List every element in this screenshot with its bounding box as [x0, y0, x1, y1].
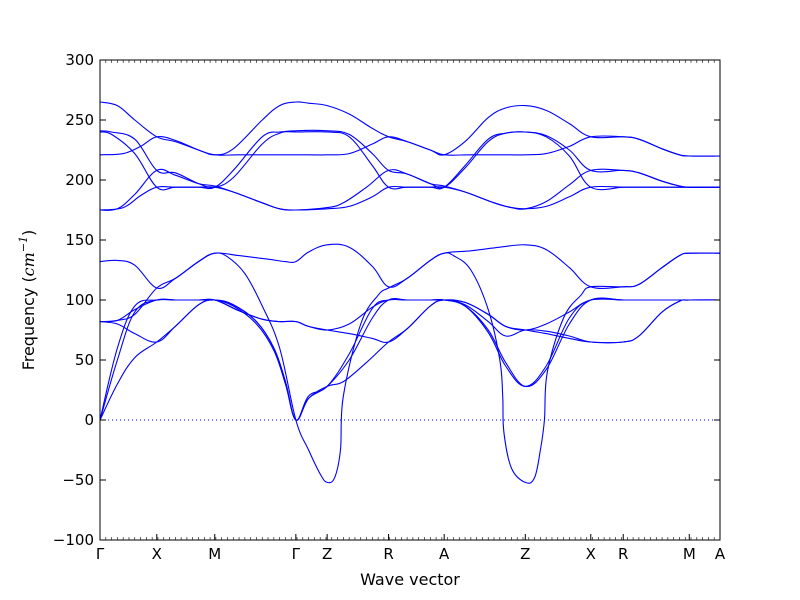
band-line-11 — [100, 299, 720, 421]
y-axis-label-close: ) — [19, 230, 38, 236]
y-axis-label-unit: cm — [19, 252, 38, 276]
y-tick-label: 150 — [65, 231, 94, 249]
band-line-7 — [100, 243, 720, 290]
band-line-9 — [100, 297, 720, 421]
y-tick-label: 250 — [65, 111, 94, 129]
band-line-5 — [100, 185, 720, 211]
x-tick-label: Γ — [96, 545, 105, 563]
y-axis-label-exponent: −1 — [17, 236, 30, 252]
y-tick-label: 300 — [65, 51, 94, 69]
x-tick-label: A — [715, 545, 726, 563]
x-tick-label: M — [208, 545, 221, 563]
y-axis-ticks: −100 −50 0 50 100 150 200 250 300 — [53, 51, 720, 549]
y-axis-label-main: Frequency — [19, 288, 38, 371]
y-tick-label: 100 — [65, 291, 94, 309]
y-tick-label: −50 — [62, 471, 94, 489]
x-tick-label: Z — [322, 545, 332, 563]
x-tick-label: R — [618, 545, 628, 563]
band-line-13 — [100, 298, 720, 344]
y-axis-label-open: ( — [19, 276, 38, 287]
x-tick-label: X — [586, 545, 596, 563]
y-tick-label: 0 — [84, 411, 94, 429]
y-tick-label: 200 — [65, 171, 94, 189]
x-tick-label: Γ — [292, 545, 301, 563]
band-lines — [100, 101, 720, 484]
band-line-6 — [100, 168, 720, 211]
y-tick-label: −100 — [53, 531, 94, 549]
band-line-8 — [100, 252, 720, 484]
x-tick-label: Z — [520, 545, 530, 563]
x-tick-label: R — [383, 545, 393, 563]
y-axis-label: Frequency (cm−1) — [17, 230, 38, 371]
band-line-10 — [100, 298, 720, 421]
y-tick-label: 50 — [75, 351, 94, 369]
x-tick-label: M — [683, 545, 696, 563]
x-tick-label: A — [439, 545, 450, 563]
band-line-4 — [100, 135, 720, 157]
band-line-12 — [100, 298, 720, 343]
band-line-2 — [100, 129, 720, 189]
x-tick-label: X — [152, 545, 162, 563]
x-axis-label: Wave vector — [360, 570, 460, 589]
